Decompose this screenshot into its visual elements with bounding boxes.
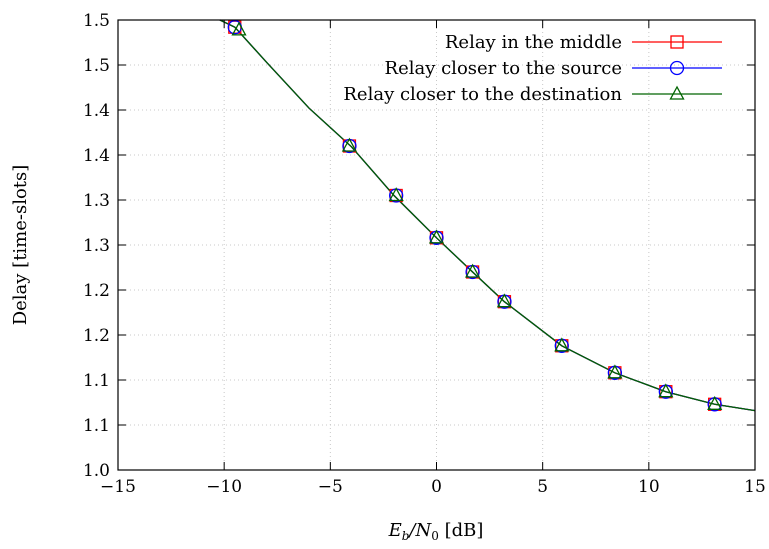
- series-2-point: [388, 187, 404, 202]
- x-tick-label: −15: [100, 477, 136, 497]
- series-2-point: [428, 229, 445, 244]
- legend: Relay in the middle Relay closer to the s…: [343, 32, 722, 105]
- x-axis-title: Eb/N0 [dB]: [388, 520, 484, 543]
- y-tick-label: 1.1: [83, 416, 110, 436]
- y-tick-label: 1.2: [83, 326, 110, 346]
- x-tick-label: 5: [537, 477, 548, 497]
- y-tick-label: 1.5: [83, 56, 110, 76]
- y-tick-label: 1.0: [83, 461, 110, 481]
- x-tick-label: −10: [206, 477, 242, 497]
- legend-marker-0: [670, 35, 684, 49]
- x-tick-label: 0: [431, 477, 442, 497]
- legend-label-1: Relay closer to the source: [385, 58, 622, 79]
- series-markers: [227, 20, 723, 412]
- x-axis-title-b: b: [402, 529, 410, 543]
- x-axis-title-unit: [dB]: [439, 520, 484, 541]
- x-axis-ticks: −15 −10 −5 0 5 10 15: [100, 20, 766, 497]
- y-axis-title: Delay [time-slots]: [10, 165, 31, 326]
- legend-marker-2: [669, 85, 685, 100]
- x-tick-label: −5: [318, 477, 343, 497]
- series-2-point: [231, 21, 247, 36]
- x-tick-label: 15: [744, 477, 766, 497]
- y-axis-ticks: 1.0 1.1 1.1 1.2 1.2 1.3 1.3 1.4 1.4 1.5 1.5: [83, 11, 755, 481]
- y-tick-label: 1.4: [83, 146, 110, 166]
- legend-label-0: Relay in the middle: [445, 32, 622, 53]
- grid-lines: [118, 20, 755, 470]
- series-2-point: [341, 137, 357, 152]
- series-lines: [219, 19, 756, 412]
- series-2-point: [496, 293, 512, 308]
- y-tick-label: 1.3: [83, 191, 110, 211]
- y-tick-label: 1.3: [83, 236, 110, 256]
- x-tick-label: 10: [638, 477, 660, 497]
- legend-label-2: Relay closer to the destination: [343, 84, 622, 105]
- y-tick-label: 1.2: [83, 281, 110, 301]
- y-tick-label-top: 1.5: [83, 11, 110, 31]
- series-line-2: [219, 19, 756, 412]
- y-tick-label: 1.4: [83, 101, 110, 121]
- x-axis-title-e: E: [388, 520, 402, 541]
- x-axis-title-n: /N: [407, 520, 432, 541]
- series-2-point: [465, 263, 481, 278]
- series-2-point: [607, 364, 623, 379]
- y-tick-label: 1.1: [83, 371, 110, 391]
- series-2-point: [707, 395, 723, 410]
- x-axis-title-zero: 0: [431, 529, 439, 543]
- legend-marker-1: [669, 60, 685, 76]
- series-2-point: [658, 383, 674, 398]
- series-2-point: [554, 337, 570, 352]
